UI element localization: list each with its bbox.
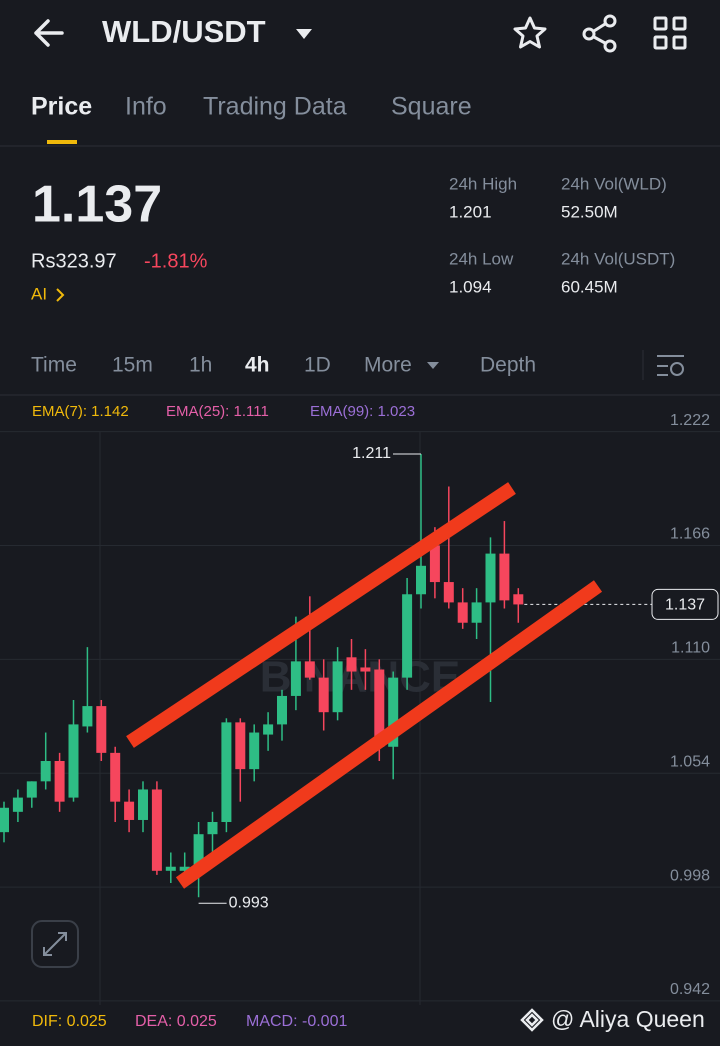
tab[interactable]: Square <box>391 93 472 121</box>
candle-body <box>151 789 162 871</box>
ai-link[interactable]: AI <box>31 284 47 303</box>
candle-body <box>235 722 246 770</box>
candle-body <box>457 602 468 623</box>
candle-body <box>138 789 148 820</box>
candle-body <box>0 807 9 833</box>
tab[interactable]: Trading Data <box>203 93 347 121</box>
candle-body <box>193 834 204 867</box>
candle-body <box>485 553 496 603</box>
stat-label: 24h Vol(WLD) <box>561 174 667 193</box>
channel-line <box>175 580 603 889</box>
more-dropdown <box>427 362 439 369</box>
candle-body <box>40 761 51 782</box>
share-icon[interactable] <box>582 14 617 53</box>
macd-legend: MACD: -0.001 <box>246 1013 347 1030</box>
last-price: 1.137 <box>32 176 162 234</box>
last-price-tag <box>651 588 719 620</box>
stat-label: 24h Vol(USDT) <box>561 249 675 268</box>
interval[interactable]: More <box>364 354 412 377</box>
ema-legend: EMA(99): 1.023 <box>310 403 415 420</box>
candle-body <box>429 545 440 583</box>
macd-legend: DIF: 0.025 <box>32 1013 107 1030</box>
last-price-label: 1.137 <box>665 597 705 614</box>
candle-body <box>110 752 121 802</box>
low-label: 0.993 <box>229 894 269 911</box>
tab[interactable]: Price <box>31 93 92 121</box>
candle-body <box>360 667 371 672</box>
favorite-icon[interactable] <box>513 16 547 49</box>
price-change: -1.81% <box>144 250 208 272</box>
credit: @ Aliya Queen <box>551 1006 705 1032</box>
candle-body <box>96 706 107 753</box>
candle-body <box>388 677 399 747</box>
macd-legend: DEA: 0.025 <box>135 1013 217 1030</box>
candle-body <box>374 669 385 747</box>
candle-body <box>471 602 482 623</box>
pair-dropdown[interactable] <box>296 29 312 39</box>
binance-logo <box>520 1008 544 1032</box>
candle-body <box>402 594 413 678</box>
candle-body <box>318 677 329 713</box>
high-label: 1.211 <box>352 445 391 462</box>
tab-indicator <box>47 140 77 144</box>
candle-body <box>82 706 93 727</box>
tab[interactable]: Info <box>125 93 167 121</box>
y-tick-label: 1.054 <box>670 753 710 770</box>
candle-body <box>165 866 176 871</box>
candle-body <box>26 781 37 798</box>
y-tick-label: 0.942 <box>670 981 710 998</box>
candle-body <box>124 801 135 820</box>
expand-icon <box>43 932 67 956</box>
stat-value: 1.201 <box>449 202 492 221</box>
candle-body <box>443 582 454 603</box>
stat-value: 60.45M <box>561 277 618 296</box>
channel-line <box>126 482 516 748</box>
candle-body <box>263 724 274 735</box>
candle-body <box>499 553 510 601</box>
interval[interactable]: Time <box>31 354 77 377</box>
local-price: Rs323.97 <box>31 250 117 272</box>
interval[interactable]: 1D <box>304 354 331 377</box>
y-tick-label: 0.998 <box>670 867 710 884</box>
candle-body <box>54 761 65 802</box>
candle-body <box>513 594 524 605</box>
candle-body <box>68 724 79 798</box>
candle-body <box>346 657 357 672</box>
y-tick-label: 1.166 <box>670 526 710 543</box>
candle-body <box>416 565 426 595</box>
interval[interactable]: 15m <box>112 354 153 377</box>
back-button[interactable] <box>34 19 64 47</box>
stat-label: 24h High <box>449 174 517 193</box>
candle-body <box>207 822 218 835</box>
watermark: BINANCE <box>260 653 460 702</box>
candle-body <box>249 732 260 770</box>
ema-legend: EMA(25): 1.111 <box>166 403 269 420</box>
stat-value: 1.094 <box>449 277 492 296</box>
candle-body <box>221 722 232 822</box>
candle-body <box>12 797 23 812</box>
candle-body <box>277 695 287 725</box>
pair-title[interactable]: WLD/USDT <box>102 14 266 49</box>
y-tick-label: 1.222 <box>670 412 710 429</box>
ai-chevron <box>56 288 65 302</box>
settings-icon[interactable] <box>657 355 684 376</box>
menu-icon[interactable] <box>653 16 687 50</box>
ema-legend: EMA(7): 1.142 <box>32 403 129 420</box>
candle-body <box>179 866 190 871</box>
interval[interactable]: Depth <box>480 354 536 377</box>
candle-body <box>290 661 301 696</box>
interval[interactable]: 4h <box>245 354 270 377</box>
candle-body <box>332 661 343 713</box>
stat-label: 24h Low <box>449 249 514 268</box>
interval[interactable]: 1h <box>189 354 212 377</box>
candle-body <box>304 661 315 678</box>
expand-button[interactable] <box>31 920 79 968</box>
y-tick-label: 1.110 <box>671 640 710 657</box>
stat-value: 52.50M <box>561 202 618 221</box>
